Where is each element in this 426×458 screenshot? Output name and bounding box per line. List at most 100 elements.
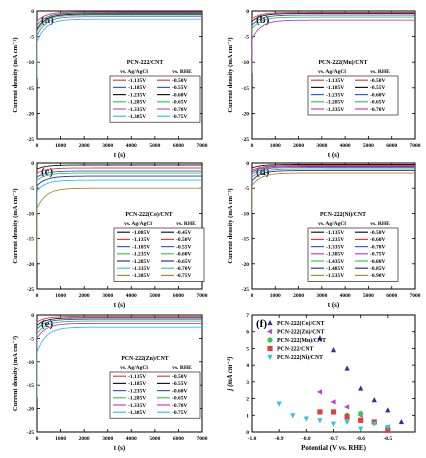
legend-label: -1.535V	[326, 273, 344, 279]
y-tick-label: -20	[242, 262, 250, 268]
series-line	[37, 164, 202, 177]
x-tick-label: 6000	[173, 143, 184, 149]
legend-label-rhe: -0.75V	[172, 114, 187, 120]
y-tick-label: -10	[27, 60, 35, 66]
y-tick-label: -5	[244, 35, 249, 41]
legend-label: -1.335V	[128, 107, 146, 113]
x-tick-label: 1000	[55, 143, 66, 149]
series-line	[252, 164, 415, 175]
series-line	[252, 166, 415, 183]
data-point	[330, 409, 337, 415]
sample-name: PCN-222(Ni)/CNT	[320, 211, 366, 218]
series-line	[37, 18, 202, 79]
legend-label-rhe: -0.70V	[172, 403, 187, 409]
series-line	[252, 12, 415, 28]
legend-box	[109, 371, 201, 419]
data-point	[358, 417, 364, 423]
legend-box	[109, 75, 201, 123]
legend-label: -1.335V	[326, 107, 344, 113]
y-tick-label: -20	[242, 111, 250, 117]
data-point	[344, 419, 350, 426]
legend-label: -1.235V	[132, 252, 150, 258]
legend-label-rhe: -0.70V	[370, 107, 385, 113]
y-tick-label: -20	[27, 111, 35, 117]
x-tick-label: 6000	[173, 436, 184, 442]
data-point	[398, 418, 404, 425]
series-line	[37, 11, 202, 34]
x-axis-title: t (s)	[328, 301, 340, 309]
y-tick-label: -10	[242, 211, 250, 217]
legend-label: -1.185V	[128, 85, 146, 91]
legend-label: -1.385V	[128, 410, 146, 416]
sample-name: PCN-222(Zn)/CNT	[121, 355, 168, 362]
legend-label: -1.285V	[128, 396, 146, 402]
x-tick-label: 3000	[102, 143, 113, 149]
data-point	[316, 389, 322, 395]
x-tick-label: 2000	[79, 436, 90, 442]
x-tick-label: 3000	[316, 143, 327, 149]
legend-header-left: vs. Ag/AgCl	[318, 221, 346, 227]
y-tick-label: 2	[246, 397, 249, 403]
legend-label: -1.285V	[326, 100, 344, 106]
legend-label: -1.385V	[326, 252, 344, 258]
x-tick-label: 2000	[79, 293, 90, 299]
x-tick-label: -0.7	[329, 436, 338, 442]
legend-label-rhe: -0.50V	[370, 78, 385, 84]
x-tick-label: 6000	[386, 143, 397, 149]
legend-header-right: vs. RHE	[176, 221, 196, 227]
series-group	[252, 164, 415, 213]
sample-name: PCN-222(Co)/CNT	[125, 211, 172, 218]
series-line	[252, 16, 415, 51]
data-point	[330, 399, 336, 405]
x-tick-label: 1000	[270, 293, 281, 299]
legend-label: -1.135V	[326, 78, 344, 84]
series-line	[252, 14, 415, 43]
series-line	[252, 19, 415, 73]
legend-label-rhe: -0.70V	[172, 107, 187, 113]
legend-label-rhe: -0.60V	[176, 252, 191, 258]
y-tick-label: -15	[27, 86, 35, 92]
legend-label-rhe: -0.55V	[172, 85, 187, 91]
series-line	[37, 318, 202, 346]
legend-label-rhe: -0.65V	[172, 100, 187, 106]
series-line	[37, 172, 202, 201]
x-tick-label: 0	[36, 293, 39, 299]
series-line	[252, 168, 415, 194]
y-tick-label: -10	[27, 211, 35, 217]
x-axis-title: t (s)	[114, 151, 126, 159]
y-tick-label: 1	[246, 413, 249, 419]
y-tick-label: -25	[242, 137, 250, 143]
x-tick-label: -1.0	[248, 436, 257, 442]
x-tick-label: 6000	[173, 293, 184, 299]
x-axis-title: Potential (V vs. RHE)	[301, 444, 366, 452]
panel-b: 0 1000 2000 3000 4000 5000 6000 7000 0 -5 -10 -15 -2…	[227, 9, 421, 159]
data-point	[358, 411, 364, 417]
series-line	[37, 322, 202, 367]
legend-label: -1.135V	[326, 230, 344, 236]
x-tick-label: 4000	[126, 143, 137, 149]
y-tick-label: -10	[242, 60, 250, 66]
legend-label: PCN-222/CNT	[277, 347, 314, 353]
legend-label-rhe: -0.70V	[370, 244, 385, 250]
legend-label: -1.285V	[132, 259, 150, 265]
legend-label-rhe: -0.65V	[176, 259, 191, 265]
legend-label-rhe: -0.85V	[370, 266, 385, 272]
data-point	[330, 421, 337, 427]
x-tick-label: 6000	[386, 293, 397, 299]
legend-label-rhe: -0.65V	[172, 396, 187, 402]
series-line	[252, 165, 415, 180]
panel-c: 0 1000 2000 3000 4000 5000 6000 7000 0 -5 -10 -15 -2…	[12, 161, 208, 309]
x-tick-label: 4000	[126, 293, 137, 299]
legend-header-left: vs. Ag/AgCl	[124, 221, 152, 227]
sample-name: PCN-222(Mn)/CNT	[319, 59, 368, 66]
plot-frame	[251, 162, 416, 290]
series-line	[37, 13, 202, 51]
x-tick-label: 4000	[340, 143, 351, 149]
data-point	[267, 345, 273, 352]
legend-label-rhe: -0.45V	[176, 230, 191, 236]
data-point	[276, 401, 282, 407]
legend-label-rhe: -0.60V	[370, 92, 385, 98]
y-tick-label: -25	[27, 137, 35, 143]
legend-label: -1.335V	[132, 266, 150, 272]
x-tick-label: -0.5	[383, 436, 392, 442]
